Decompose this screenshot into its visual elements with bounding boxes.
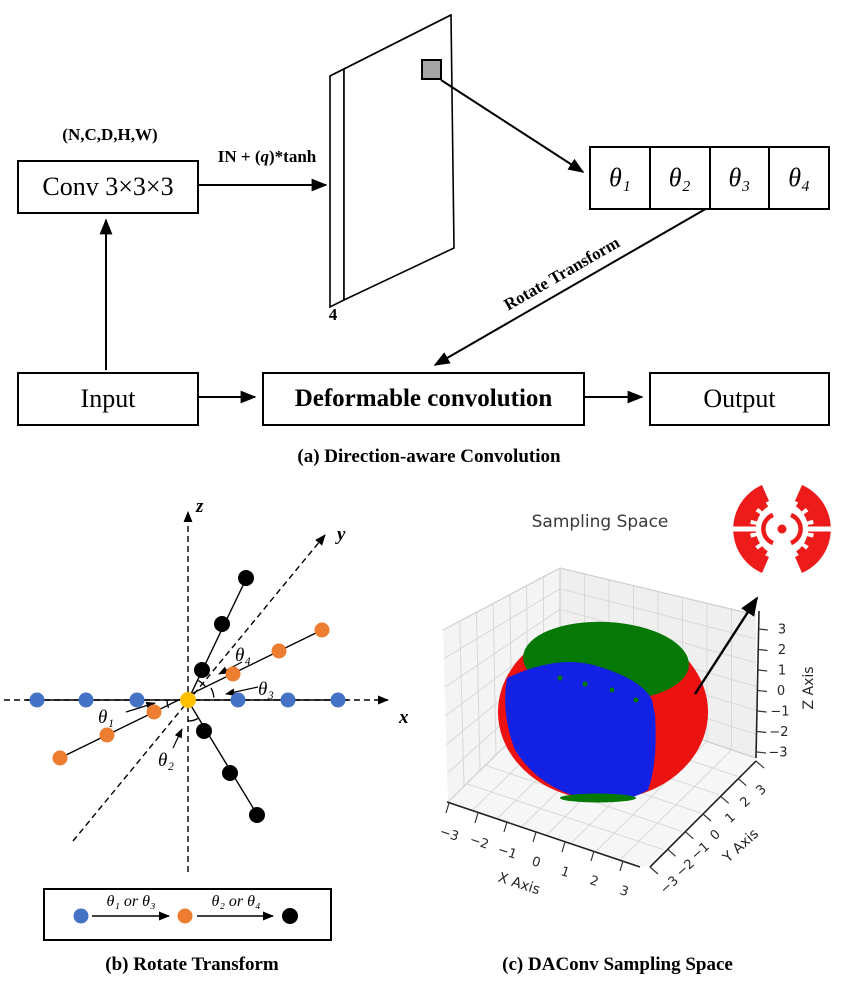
input-box-label: Input	[80, 384, 136, 413]
panel-b-blue-dots	[29, 692, 346, 708]
offset-cell-theta4: θ₄	[768, 148, 828, 208]
offset-cells-row: θ₁ θ₂ θ₃ θ₄	[589, 146, 830, 210]
xtick--1: −1	[496, 843, 519, 863]
conv-box: Conv 3×3×3	[17, 160, 199, 214]
sphere-to-icon-arrow	[693, 596, 759, 695]
ytick-0: 0	[708, 827, 724, 844]
axis-x-label: x	[398, 707, 409, 728]
z-axis-title: Z Axis	[801, 666, 817, 709]
slab-depth-label: 4	[328, 305, 338, 324]
theta3-label: θ₃	[258, 679, 274, 700]
theta1-label: θ₁	[98, 707, 114, 728]
edge-label-in-tanh: IN + (q)*tanh	[197, 147, 337, 167]
edge-label-suffix: )*tanh	[269, 147, 317, 166]
ytick--3: −3	[658, 873, 682, 897]
ztick--1: −1	[770, 705, 789, 720]
output-box: Output	[649, 372, 830, 426]
xtick-1: 1	[559, 864, 572, 881]
kernel-cell-icon	[421, 59, 442, 80]
legend-step1-label: θ₁ or θ₃	[106, 893, 155, 910]
ytick--1: −1	[689, 839, 713, 863]
ztick-3: 3	[778, 623, 786, 638]
input-box: Input	[17, 372, 199, 426]
legend-step2-label: θ₂ or θ₄	[211, 893, 260, 910]
edge-label-q: q	[260, 147, 270, 166]
xtick--3: −3	[438, 825, 461, 845]
ytick-1: 1	[723, 810, 739, 827]
ztick-2: 2	[778, 643, 786, 658]
ytick-2: 2	[738, 794, 754, 811]
axis-y-label: y	[335, 524, 346, 545]
signal-burst-icon	[726, 485, 838, 573]
ztick--3: −3	[768, 746, 787, 761]
edge-label-prefix: IN + (	[217, 147, 261, 166]
output-box-label: Output	[703, 384, 776, 413]
xtick-0: 0	[530, 854, 543, 871]
chart-title: Sampling Space	[531, 512, 669, 532]
xtick--2: −2	[468, 833, 491, 853]
theta2-label: θ₂	[158, 750, 174, 771]
ztick--2: −2	[769, 725, 788, 740]
axis-z-label: z	[195, 496, 204, 517]
caption-c: (c) DAConv Sampling Space	[502, 954, 733, 975]
caption-b: (b) Rotate Transform	[105, 954, 279, 975]
plot-ticks	[445, 628, 768, 875]
feature-slab-icon	[329, 13, 455, 309]
caption-a: (a) Direction-aware Convolution	[297, 446, 561, 467]
legend-orange-dot	[177, 908, 193, 924]
panel-b-angle-arcs	[166, 680, 215, 722]
offset-cell-theta1: θ₁	[608, 163, 631, 192]
deformable-box-label: Deformable convolution	[294, 385, 553, 412]
xtick-2: 2	[588, 873, 601, 890]
panel-b-orange-dots	[52, 622, 330, 766]
sampling-sphere	[498, 621, 708, 803]
x-axis-title: X Axis	[496, 870, 542, 899]
center-sample-dot	[180, 692, 196, 708]
ytick-3: 3	[754, 782, 770, 799]
ztick-0: 0	[777, 684, 785, 699]
y-axis-title: Y Axis	[719, 826, 762, 867]
panel-b-black-dots	[194, 570, 265, 823]
ztick-1: 1	[778, 664, 786, 679]
panel-a-arrows	[99, 79, 710, 404]
conv-box-label: Conv 3×3×3	[42, 172, 174, 201]
tensor-shape-label: (N,C,D,H,W)	[62, 125, 158, 144]
offset-cell-theta3: θ₃	[708, 148, 769, 208]
rotate-legend-box	[43, 888, 332, 941]
legend-black-dot	[282, 908, 298, 924]
xtick-3: 3	[618, 883, 631, 900]
deformable-convolution-box: Deformable convolution	[262, 372, 585, 426]
offset-cell-theta2: θ₂	[648, 148, 709, 208]
ytick--2: −2	[674, 856, 698, 880]
legend-blue-dot	[73, 908, 89, 924]
theta4-label: θ₄	[235, 645, 251, 666]
